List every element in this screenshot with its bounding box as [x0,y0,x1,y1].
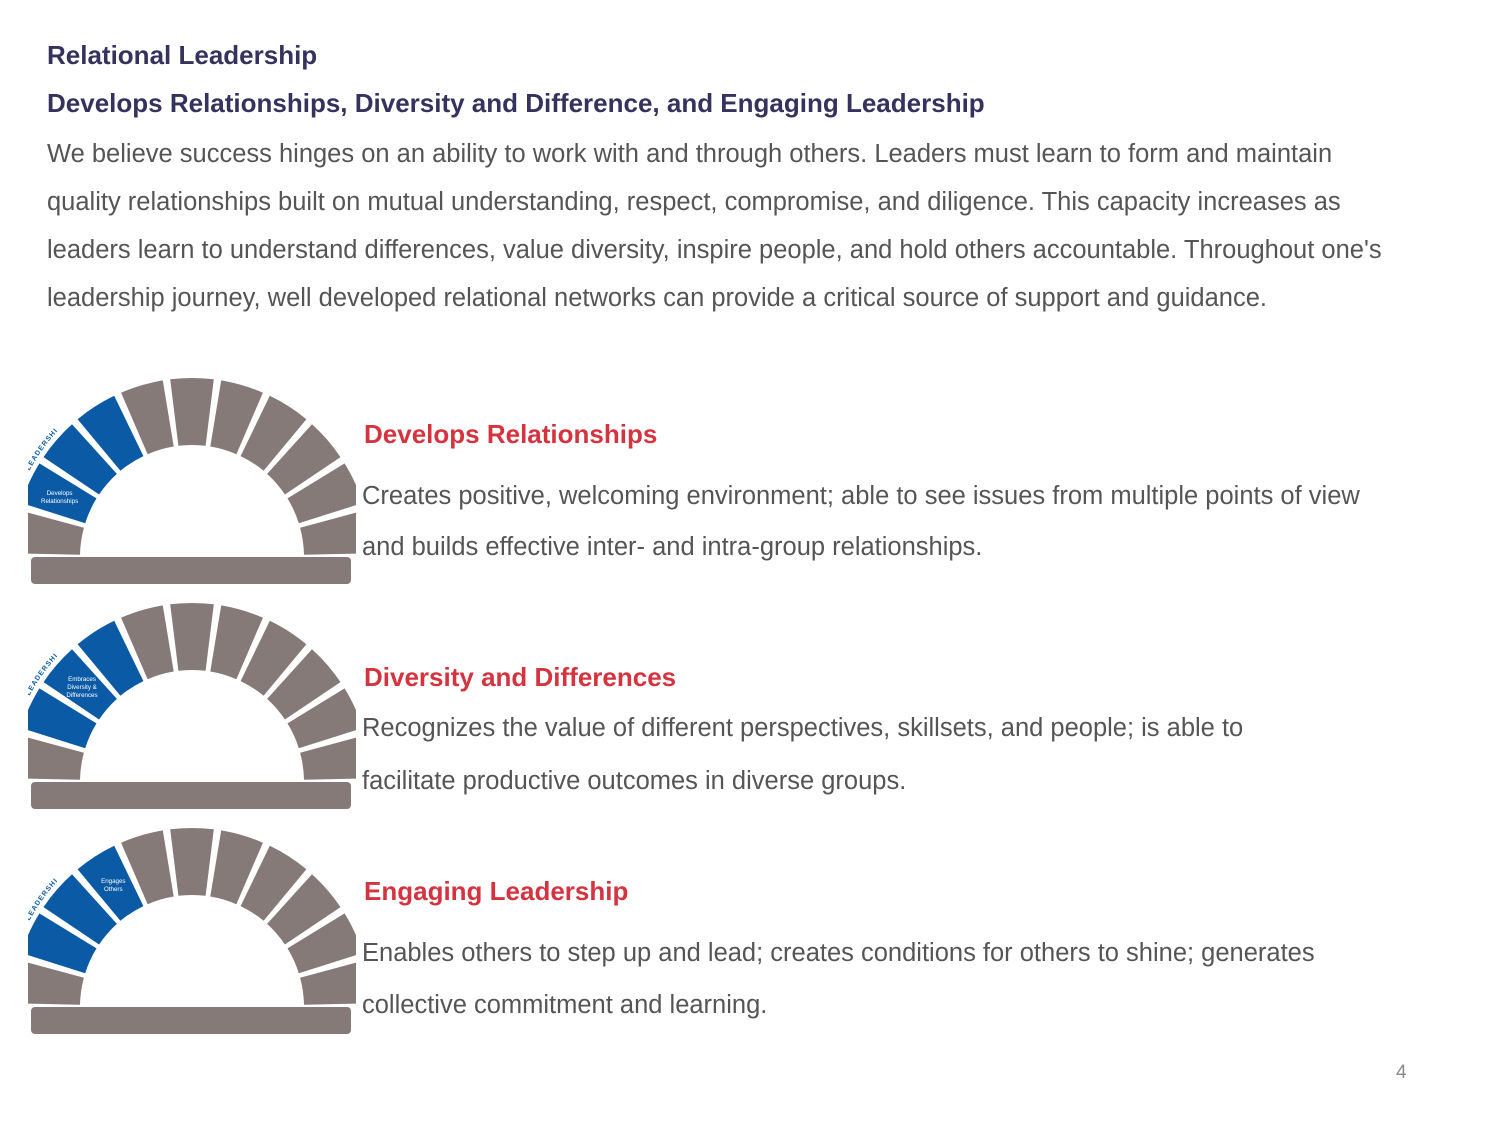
svg-text:Embraces: Embraces [68,676,96,683]
arch-stone [28,512,84,555]
section-title: Diversity and Differences [364,662,677,692]
arch-stone [300,962,356,1005]
section-description: Recognizes the value of different perspe… [362,714,1244,795]
arch-stone [170,602,214,671]
arch-stone-highlight [43,424,117,495]
arch-stone-highlight [28,913,97,974]
arch-stone [121,380,174,455]
svg-text:Engages: Engages [101,878,125,885]
arch-stone [28,962,84,1005]
arch-diagram: EngagesOthersRELATIONAL LEADERSHIP [28,827,356,1034]
arch-stone [210,605,263,680]
arch-stone [170,377,214,446]
svg-text:Develops: Develops [47,490,73,497]
arch-stone-highlight [77,395,144,471]
arch-stone [287,688,356,749]
arch-stone-highlight [28,688,97,749]
arch-stone [240,620,307,696]
svg-text:Others: Others [104,886,123,893]
arch-stone [210,830,263,905]
arch-stone [240,395,307,471]
svg-text:Diversity &: Diversity & [67,684,97,691]
arch-diagram: DevelopsRelationshipsRELATIONAL LEADERSH… [28,377,356,584]
page-title: Relational Leadership [47,40,318,70]
arch-base [31,1007,351,1034]
intro-paragraph: We believe success hinges on an ability … [47,140,1382,312]
section-title: Engaging Leadership [364,876,629,906]
arch-stone [267,874,341,945]
section-title: Develops Relationships [364,419,658,449]
arch-stone [240,845,307,921]
section-description: Enables others to step up and lead; crea… [362,939,1315,1019]
arch-stone-highlight [43,649,117,720]
page-number: 4 [1396,1062,1407,1083]
arch-stone-highlight [77,845,144,921]
arch-stone [121,830,174,905]
arch-stone [267,424,341,495]
arch-stone-highlight [77,620,144,696]
arch-base [31,782,351,809]
arch-stone [300,737,356,780]
arch-stone [300,512,356,555]
arch-stone [170,827,214,896]
arch-stone [121,605,174,680]
svg-text:Differences: Differences [66,692,97,699]
arch-stone-highlight [28,463,97,524]
svg-text:Relationships: Relationships [41,498,78,505]
page-subtitle: Develops Relationships, Diversity and Di… [47,88,985,118]
arch-stone [210,380,263,455]
arch-base [31,557,351,584]
arch-stone-highlight [43,874,117,945]
section-description: Creates positive, welcoming environment;… [362,482,1360,561]
arch-stone [28,737,84,780]
arch-stone [267,649,341,720]
arch-stone [287,913,356,974]
arch-stone [287,463,356,524]
